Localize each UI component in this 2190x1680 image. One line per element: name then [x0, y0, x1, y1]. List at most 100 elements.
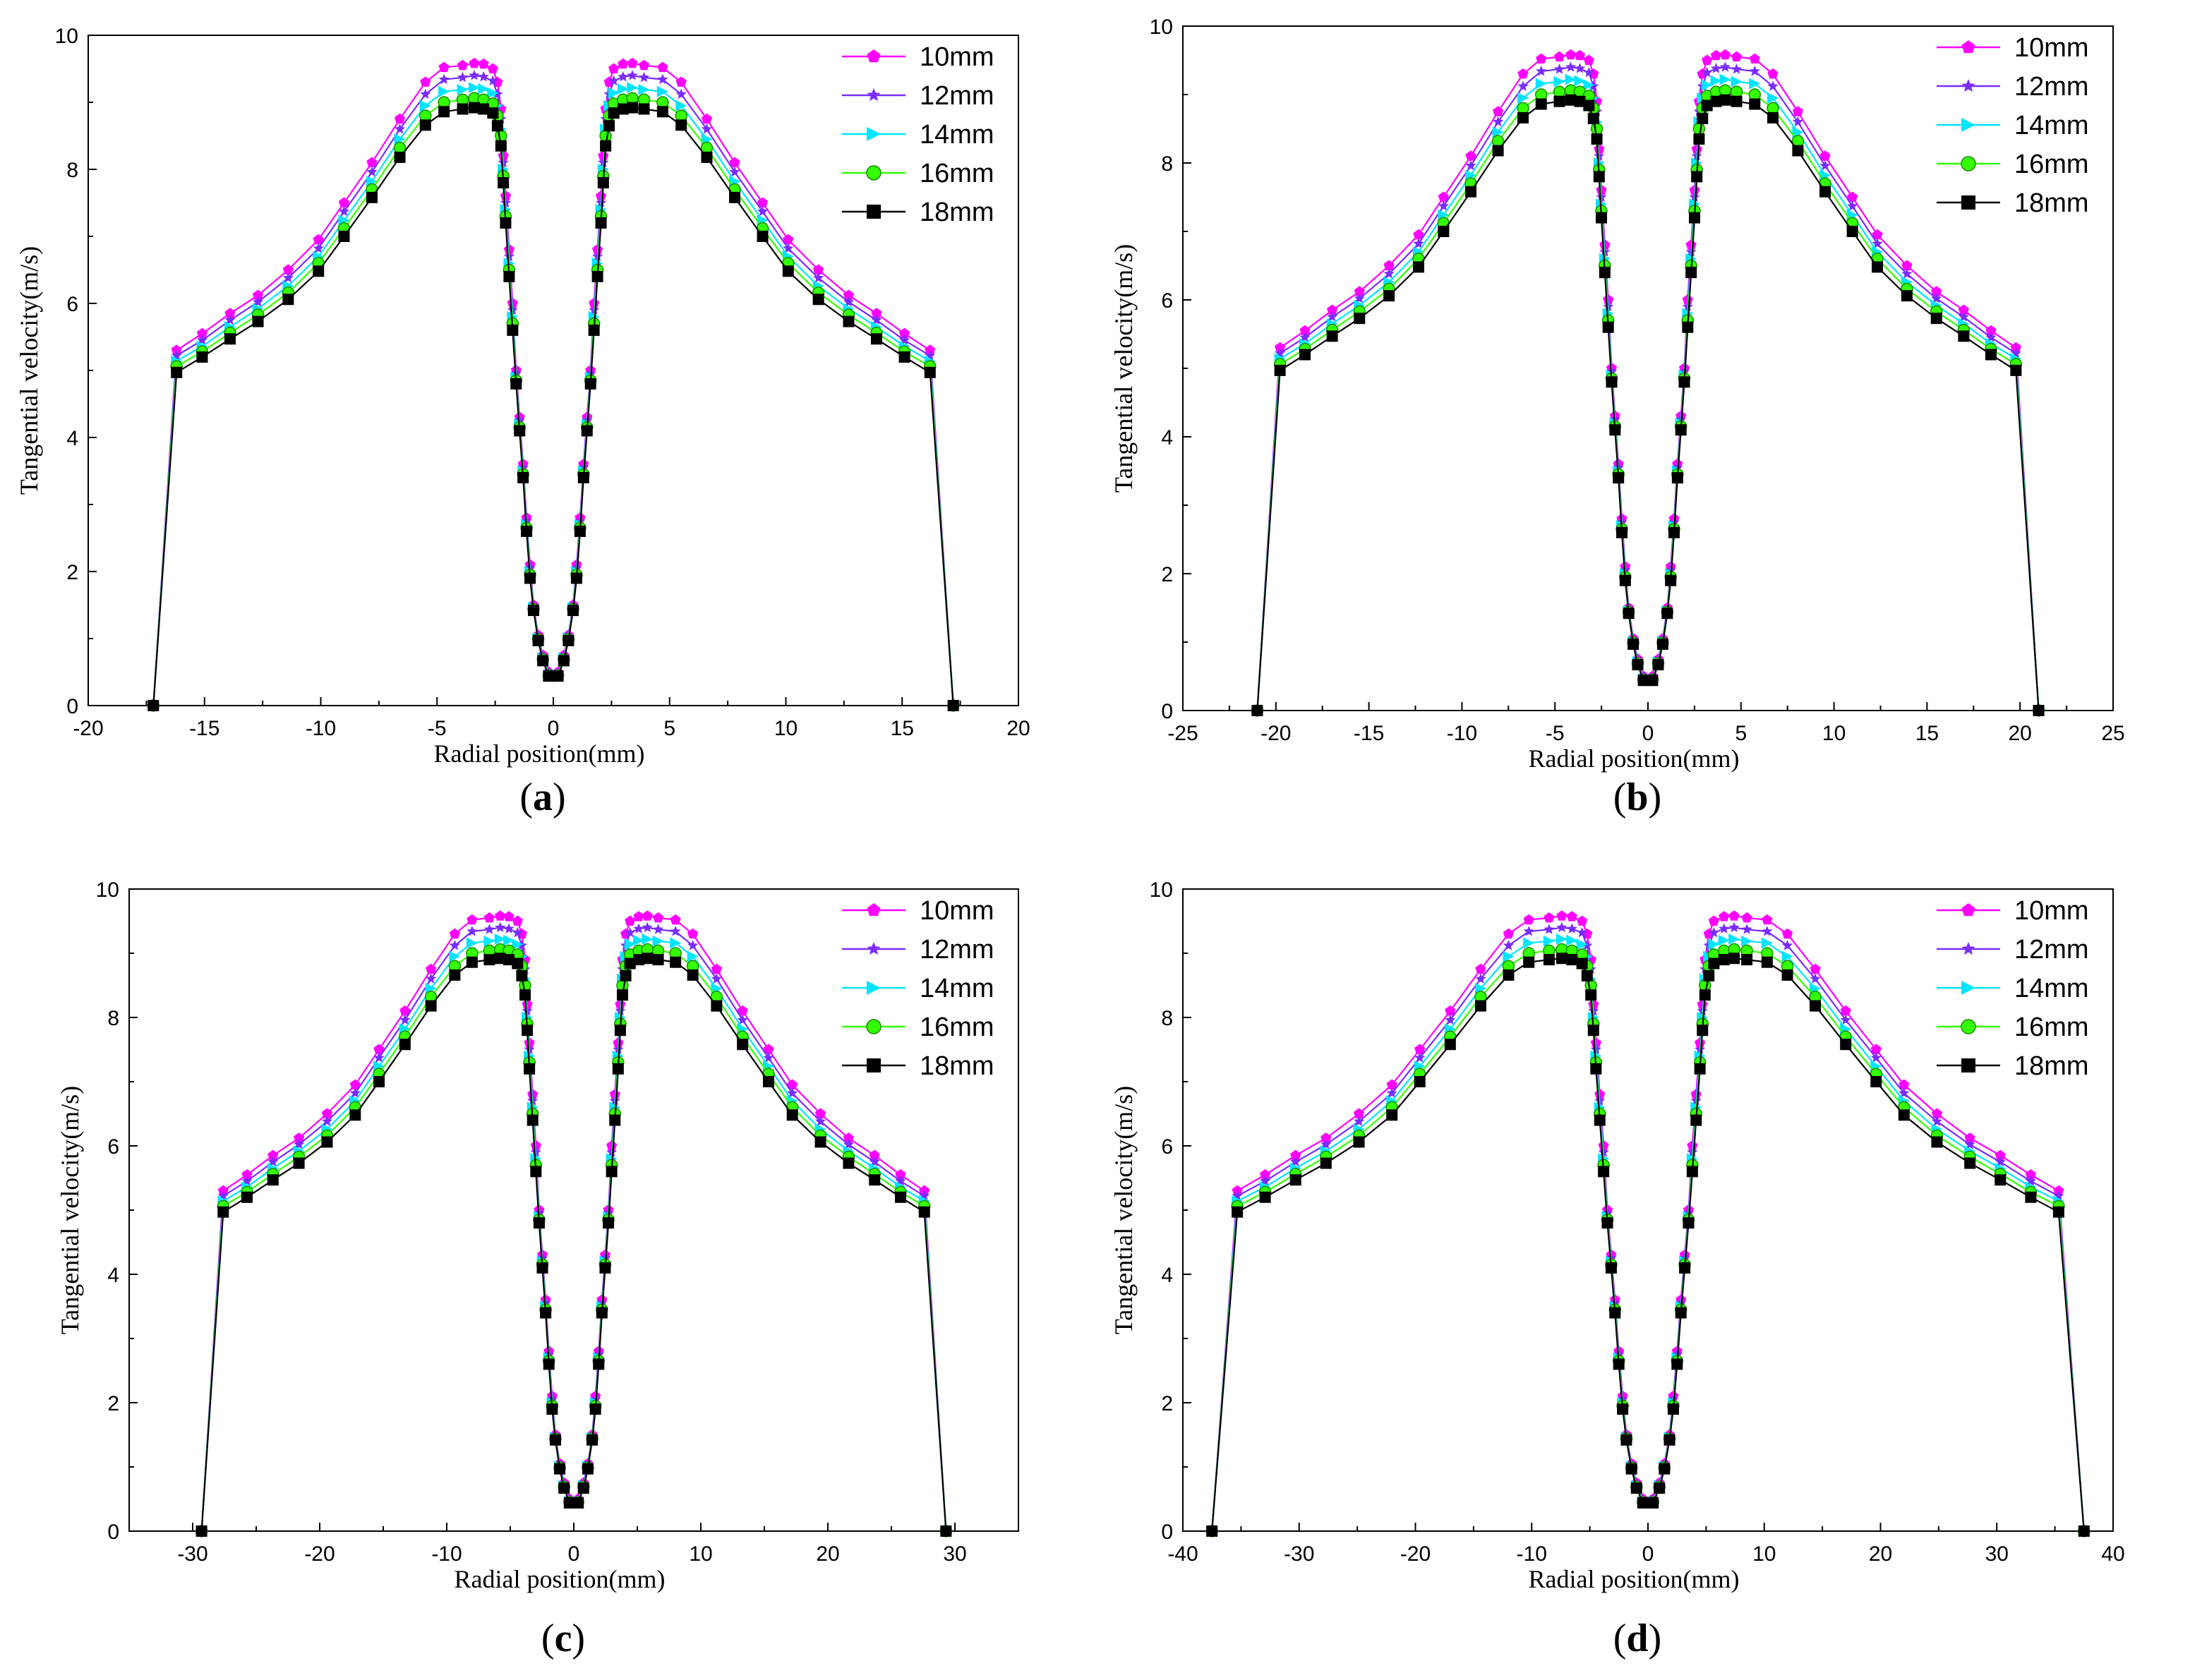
x-axis-title: Radial position(mm)	[1529, 1565, 1740, 1593]
data-point-18mm	[1697, 1025, 1709, 1037]
data-point-12mm	[1899, 1087, 1910, 1098]
series-line-12mm	[1211, 926, 2085, 1532]
x-tick-label: 15	[891, 717, 914, 740]
data-point-18mm	[524, 572, 536, 584]
data-point-18mm	[1543, 954, 1555, 966]
data-point-18mm	[532, 634, 544, 646]
data-point-18mm	[924, 366, 936, 378]
data-point-18mm	[656, 106, 668, 118]
series-line-14mm	[1256, 78, 2040, 711]
data-point-10mm	[869, 1149, 880, 1161]
data-point-14mm	[419, 99, 431, 111]
series-line-12mm	[152, 74, 954, 706]
data-point-18mm	[394, 151, 406, 163]
data-point-18mm	[617, 103, 629, 115]
data-point-12mm	[1964, 1139, 1975, 1149]
data-point-18mm	[588, 325, 600, 336]
data-point-18mm	[1594, 1114, 1606, 1126]
chart-a: -20 -15 -10 -5 0 5 10 15 20 0 2 4 6 8 10 Radial positio…	[15, 25, 1030, 819]
data-point-10mm	[171, 344, 182, 355]
data-point-12mm	[1413, 238, 1424, 248]
data-point-16mm	[599, 129, 612, 143]
data-point-18mm	[224, 333, 236, 345]
series-14mm	[1251, 73, 2045, 716]
data-point-12mm	[321, 1116, 333, 1126]
data-point-18mm	[558, 1482, 570, 1494]
x-tick-label: 5	[1735, 722, 1747, 745]
data-point-18mm	[586, 1434, 598, 1446]
chart-c: -30 -20 -10 0 10 20 30 0 2 4 6 8 10 Radial position(m…	[56, 878, 1019, 1660]
data-point-16mm	[519, 979, 531, 992]
data-point-12mm	[633, 923, 644, 933]
data-point-18mm	[1686, 1166, 1698, 1178]
data-point-10mm	[487, 63, 498, 73]
y-tick-label: 0	[1161, 700, 1173, 723]
data-point-10mm	[1708, 915, 1719, 926]
data-point-10mm	[282, 264, 294, 274]
data-point-18mm	[1598, 1166, 1610, 1178]
data-point-10mm	[670, 914, 681, 925]
data-point-18mm	[940, 1525, 952, 1537]
data-point-18mm	[843, 1157, 855, 1169]
data-point-10mm	[1931, 1108, 1943, 1118]
legend-label-16mm: 16mm	[2014, 150, 2089, 179]
series-12mm	[1251, 61, 2045, 715]
legend-label-16mm: 16mm	[920, 159, 994, 188]
data-point-12mm	[675, 88, 687, 99]
data-point-14mm	[425, 983, 437, 995]
data-point-10mm	[1958, 304, 1969, 315]
data-point-18mm	[1609, 424, 1621, 436]
series-18mm	[1251, 94, 2045, 716]
data-point-18mm	[1647, 1497, 1659, 1509]
data-point-18mm	[527, 605, 539, 617]
data-point-12mm	[1445, 1014, 1456, 1025]
data-point-12mm	[1958, 311, 1969, 322]
data-point-18mm	[1901, 290, 1913, 302]
data-point-18mm	[2025, 1191, 2037, 1203]
data-point-12mm	[653, 924, 664, 934]
data-point-10mm	[426, 963, 437, 974]
data-point-18mm	[599, 1262, 611, 1274]
data-point-10mm	[457, 59, 469, 71]
data-point-18mm	[537, 655, 549, 667]
data-point-12mm	[487, 75, 498, 86]
data-point-14mm	[1556, 933, 1568, 945]
series-10mm	[1251, 49, 2045, 715]
data-point-10mm	[814, 1108, 826, 1118]
data-point-18mm	[498, 177, 510, 188]
data-point-18mm	[399, 1039, 411, 1051]
data-point-18mm	[687, 969, 699, 981]
data-point-10mm	[1792, 106, 1803, 116]
y-tick-label: 6	[66, 293, 78, 316]
data-point-18mm	[241, 1191, 253, 1203]
data-point-18mm	[1665, 574, 1677, 586]
data-point-18mm	[1846, 226, 1858, 237]
data-point-14mm	[457, 83, 469, 95]
data-point-16mm	[616, 979, 629, 992]
data-point-18mm	[1556, 953, 1568, 965]
data-point-18mm	[196, 351, 208, 363]
data-point-10mm	[1762, 914, 1773, 925]
data-point-14mm	[1523, 937, 1535, 949]
data-point-18mm	[1590, 1063, 1602, 1075]
data-point-12mm	[1414, 1052, 1426, 1063]
data-point-18mm	[449, 969, 461, 981]
data-point-16mm	[1584, 979, 1597, 992]
data-point-12mm	[512, 926, 523, 938]
data-point-14mm	[1474, 983, 1486, 995]
data-point-18mm	[1663, 1434, 1675, 1446]
legend-marker-18mm	[1961, 195, 1975, 210]
data-point-12mm	[1475, 973, 1486, 984]
data-point-10mm	[1574, 49, 1586, 61]
data-point-18mm	[603, 1217, 615, 1229]
data-point-10mm	[2010, 342, 2021, 353]
data-point-14mm	[478, 83, 490, 95]
data-point-10mm	[1995, 1149, 2006, 1161]
series-10mm	[1206, 910, 2090, 1536]
series-line-16mm	[200, 948, 947, 1532]
data-point-10mm	[1523, 914, 1534, 925]
x-tick-label: 20	[2009, 722, 2032, 745]
data-point-18mm	[1565, 94, 1577, 106]
data-point-18mm	[558, 655, 570, 667]
plot-frame	[128, 888, 1019, 1532]
